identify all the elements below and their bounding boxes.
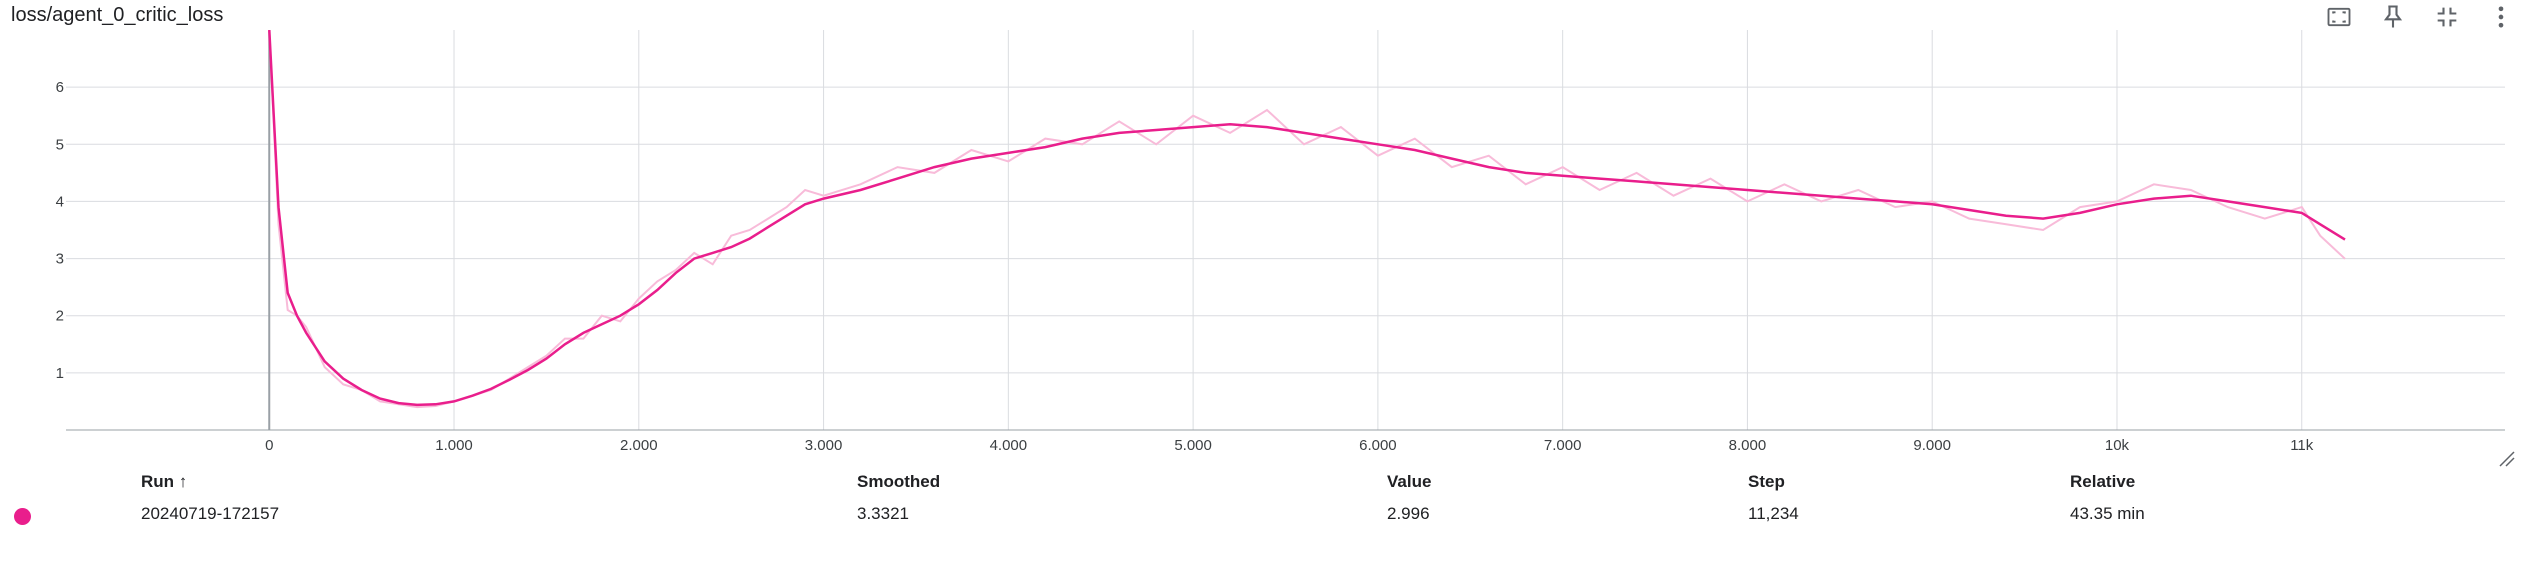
header-smoothed: Smoothed — [857, 472, 941, 491]
card-toolbar — [2312, 0, 2528, 34]
row-value: 2.996 — [1387, 504, 1430, 523]
header-relative: Relative — [2070, 472, 2136, 491]
x-tick-label: 0 — [265, 437, 273, 450]
row-relative: 43.35 min — [2070, 504, 2145, 523]
smoothed-series-line — [268, 30, 2346, 407]
card-title: loss/agent_0_critic_loss — [11, 4, 224, 26]
axis-ticks: 1 2 3 4 5 6 0 1,000 2,000 3,000 4,000 5,000 6,000 7,0… — [56, 79, 2314, 450]
x-tick-label: 11k — [2290, 437, 2314, 450]
fit-domain-icon — [2327, 7, 2351, 27]
y-tick-label: 1 — [56, 365, 64, 382]
fit-domain-button[interactable] — [2312, 0, 2366, 34]
x-tick-label: 4,000 — [990, 437, 1028, 450]
y-tick-label: 6 — [56, 79, 64, 96]
header-run[interactable]: Run ↑ — [141, 472, 188, 491]
x-tick-label: 3,000 — [805, 437, 843, 450]
row-smoothed: 3.3321 — [857, 504, 909, 523]
x-tick-label: 1,000 — [435, 437, 473, 450]
y-tick-label: 5 — [56, 136, 64, 153]
collapse-button[interactable] — [2420, 0, 2474, 34]
x-tick-label: 2,000 — [620, 437, 658, 450]
smoothed-series-layer — [268, 30, 2346, 407]
row-run: 20240719-172157 — [141, 504, 280, 523]
x-tick-label: 5,000 — [1174, 437, 1212, 450]
x-tick-label: 9,000 — [1913, 437, 1951, 450]
resize-handle-icon[interactable] — [2498, 450, 2516, 468]
x-tick-label: 8,000 — [1729, 437, 1767, 450]
chart-grid — [66, 30, 2505, 431]
y-tick-label: 4 — [56, 193, 64, 210]
pin-button[interactable] — [2366, 0, 2420, 34]
line-chart[interactable]: 1 2 3 4 5 6 0 1,000 2,000 3,000 4,000 5,000 6,000 7,0… — [0, 30, 2528, 450]
pin-icon — [2383, 5, 2403, 28]
header-value: Value — [1387, 472, 1432, 491]
x-tick-label: 6,000 — [1359, 437, 1397, 450]
row-step: 11,234 — [1748, 504, 1799, 523]
more-vert-icon — [2498, 6, 2504, 28]
y-tick-label: 3 — [56, 251, 64, 268]
y-tick-label: 2 — [56, 308, 64, 325]
header-step: Step — [1748, 472, 1785, 491]
more-options-button[interactable] — [2474, 0, 2528, 34]
collapse-icon — [2437, 7, 2457, 27]
x-tick-label: 7,000 — [1544, 437, 1582, 450]
x-tick-label: 10k — [2105, 437, 2130, 450]
run-color-indicator[interactable] — [14, 508, 31, 525]
